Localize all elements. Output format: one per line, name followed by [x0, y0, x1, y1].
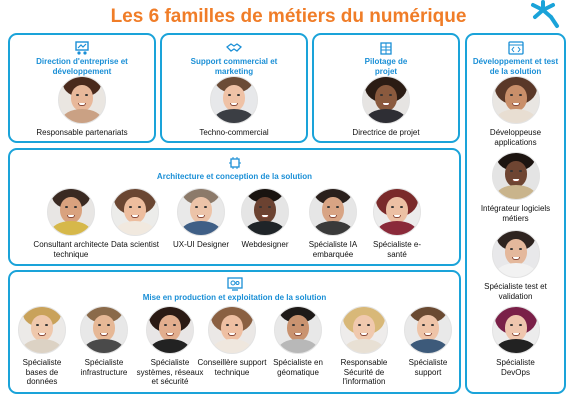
avatar: [404, 306, 452, 354]
job-label: Spécialiste e-santé: [372, 240, 422, 259]
avatar: [274, 306, 322, 354]
job-label: Développeuse applications: [489, 128, 542, 147]
avatar: [491, 306, 540, 354]
job-card-prod-1: Spécialiste infrastructure: [73, 306, 135, 377]
job-card-archi-1: Data scientist: [102, 188, 168, 250]
job-card-support-0: Techno-commercial: [175, 76, 293, 138]
job-label: Conseillère support technique: [197, 358, 267, 377]
job-label: Spécialiste DevOps: [496, 358, 535, 377]
code-window-icon: [507, 41, 524, 55]
avatar: [491, 76, 540, 124]
avatar: [58, 76, 106, 124]
avatar: [373, 188, 421, 236]
job-label: Webdesigner: [241, 240, 289, 249]
job-card-pilotage-0: Directrice de projet: [327, 76, 445, 138]
avatar: [491, 230, 540, 278]
avatar: [177, 188, 225, 236]
job-label: Responsable partenariats: [36, 128, 128, 137]
family-heading-support: Support commercial et marketing: [162, 41, 306, 76]
gears-screen-icon: [226, 277, 243, 291]
family-heading-pilotage: Pilotage de projet: [314, 41, 458, 76]
job-label: Responsable Sécurité de l'information: [340, 358, 388, 386]
job-card-archi-0: Consultant architecte technique: [30, 188, 112, 259]
job-card-archi-4: Spécialiste IA embarquée: [298, 188, 368, 259]
job-label: Intégrateur logiciels métiers: [480, 204, 551, 223]
job-card-prod-6: Spécialiste support: [398, 306, 458, 377]
job-label: Spécialiste bases de données: [22, 358, 62, 386]
job-card-prod-5: Responsable Sécurité de l'information: [328, 306, 400, 387]
job-card-prod-3: Conseillère support technique: [194, 306, 270, 377]
job-card-archi-2: UX-UI Designer: [166, 188, 236, 250]
avatar: [146, 306, 194, 354]
job-label: Directrice de projet: [352, 128, 420, 137]
job-card-dev-0: Développeuse applications: [470, 76, 561, 147]
building-icon: [380, 42, 392, 55]
job-label: Spécialiste infrastructure: [80, 358, 128, 377]
job-card-archi-3: Webdesigner: [232, 188, 298, 250]
people-chart-icon: [75, 41, 89, 55]
family-heading-direction: Direction d'entreprise et développement: [10, 41, 154, 76]
avatar: [241, 188, 289, 236]
avatar: [491, 152, 540, 200]
job-card-dev-3: Spécialiste DevOps: [470, 306, 561, 377]
job-card-dev-1: Intégrateur logiciels métiers: [470, 152, 561, 223]
job-card-direction-0: Responsable partenariats: [23, 76, 141, 138]
job-label: Techno-commercial: [199, 128, 269, 137]
avatar: [208, 306, 256, 354]
family-heading-dev: Développement et test de la solution: [467, 41, 564, 76]
job-label: Data scientist: [110, 240, 160, 249]
avatar: [309, 188, 357, 236]
page-title: Les 6 familles de métiers du numérique: [110, 6, 467, 27]
avatar: [18, 306, 66, 354]
job-label: Spécialiste support: [408, 358, 448, 377]
job-label: Spécialiste systèmes, réseaux et sécurit…: [136, 358, 204, 386]
avatar: [80, 306, 128, 354]
job-label: Spécialiste en géomatique: [273, 358, 323, 377]
avatar: [111, 188, 159, 236]
job-label: Spécialiste test et validation: [484, 282, 547, 301]
job-card-archi-5: Spécialiste e-santé: [364, 188, 430, 259]
avatar: [340, 306, 388, 354]
job-card-prod-2: Spécialiste systèmes, réseaux et sécurit…: [135, 306, 205, 387]
job-label: UX-UI Designer: [172, 240, 229, 249]
avatar: [362, 76, 410, 124]
circuit-icon: [228, 157, 241, 169]
avatar: [210, 76, 258, 124]
family-heading-prod: Mise en production et exploitation de la…: [10, 277, 459, 303]
family-heading-archi: Architecture et conception de la solutio…: [10, 156, 459, 182]
job-card-dev-2: Spécialiste test et validation: [470, 230, 561, 301]
family-box-support: Support commercial et marketing: [160, 33, 308, 143]
job-card-prod-0: Spécialiste bases de données: [12, 306, 72, 387]
avatar: [47, 188, 95, 236]
job-card-prod-4: Spécialiste en géomatique: [268, 306, 328, 377]
brand-logo: [531, 0, 559, 28]
job-label: Consultant architecte technique: [33, 240, 109, 259]
handshake-icon: [226, 43, 242, 52]
job-label: Spécialiste IA embarquée: [308, 240, 358, 259]
